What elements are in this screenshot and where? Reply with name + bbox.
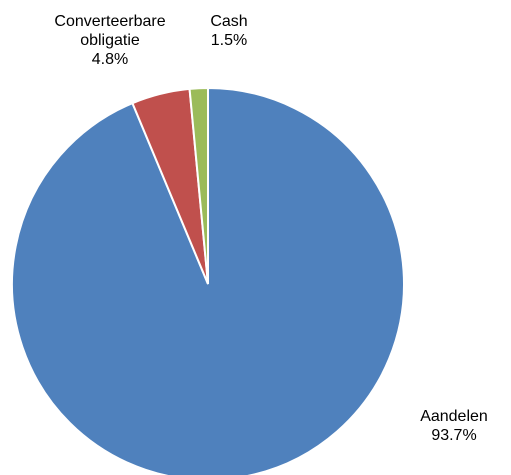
data-label-name-line2: obligatie xyxy=(80,32,140,49)
data-label-value: 4.8% xyxy=(91,51,129,68)
data-label-aandelen: Aandelen 93.7% xyxy=(420,407,488,445)
data-label-name: Aandelen xyxy=(420,408,488,425)
data-label-converteerbare-obligatie: Converteerbare obligatie 4.8% xyxy=(54,12,165,69)
data-label-name: Cash xyxy=(210,13,248,30)
pie-slices xyxy=(11,86,405,475)
data-label-value: 1.5% xyxy=(210,32,248,49)
data-label-cash: Cash 1.5% xyxy=(210,12,247,50)
data-label-name: Converteerbare xyxy=(54,13,166,30)
pie-slice-aandelen xyxy=(11,86,405,475)
pie-slice-cash xyxy=(188,86,209,285)
data-label-value: 93.7% xyxy=(431,427,477,444)
